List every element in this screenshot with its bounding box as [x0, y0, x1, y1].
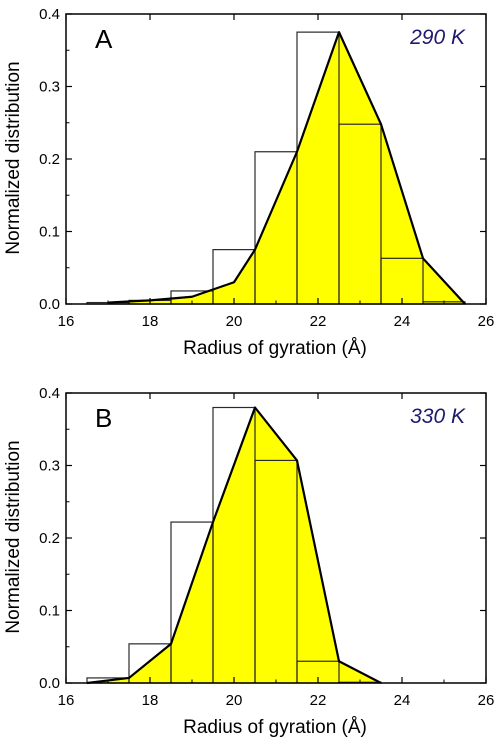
x-tick-label: 22: [310, 692, 327, 709]
temperature-annotation: 290 K: [409, 26, 466, 49]
distribution-curve: [86, 406, 382, 685]
x-tick-label: 18: [142, 692, 159, 709]
x-tick-label: 24: [394, 692, 411, 709]
x-tick-label: 16: [58, 313, 75, 330]
x-axis-title: Radius of gyration (Å): [183, 717, 367, 738]
x-tick-label: 24: [394, 313, 411, 330]
x-axis-title: Radius of gyration (Å): [183, 338, 367, 359]
y-axis-title: Normalized distribution: [3, 440, 24, 633]
y-tick-label: 0.3: [39, 79, 60, 96]
x-tick-label: 26: [478, 692, 495, 709]
y-axis-title: Normalized distribution: [3, 61, 24, 254]
x-tick-label: 20: [226, 692, 243, 709]
y-tick-label: 0.3: [39, 458, 60, 475]
y-tick-label: 0.4: [39, 6, 60, 23]
panel-b: 16 18 20 22 24 26 0.0 0.1 0.2 0.3 0.4 B 330 K Radi…: [3, 385, 494, 738]
panel-a: 16 18 20 22 24 26 0.0 0.1 0.2 0.3 0.4 A 290 K Radi…: [3, 6, 494, 359]
y-tick-label: 0.2: [39, 530, 60, 547]
y-tick-label: 0.4: [39, 385, 60, 402]
distribution-area: [87, 407, 381, 683]
distribution-curve: [107, 31, 466, 305]
x-tick-label: 22: [310, 313, 327, 330]
distribution-area: [108, 32, 465, 304]
x-tick-label: 16: [58, 692, 75, 709]
y-tick-label: 0.1: [39, 224, 60, 241]
x-tick-label: 18: [142, 313, 159, 330]
temperature-annotation: 330 K: [410, 405, 466, 428]
y-tick-label: 0.2: [39, 151, 60, 168]
panel-letter: B: [95, 403, 112, 433]
y-tick-label: 0.0: [39, 296, 60, 313]
x-tick-label: 20: [226, 313, 243, 330]
x-tick-label: 26: [478, 313, 495, 330]
panel-letter: A: [95, 24, 113, 54]
y-tick-label: 0.1: [39, 603, 60, 620]
y-tick-label: 0.0: [39, 675, 60, 692]
